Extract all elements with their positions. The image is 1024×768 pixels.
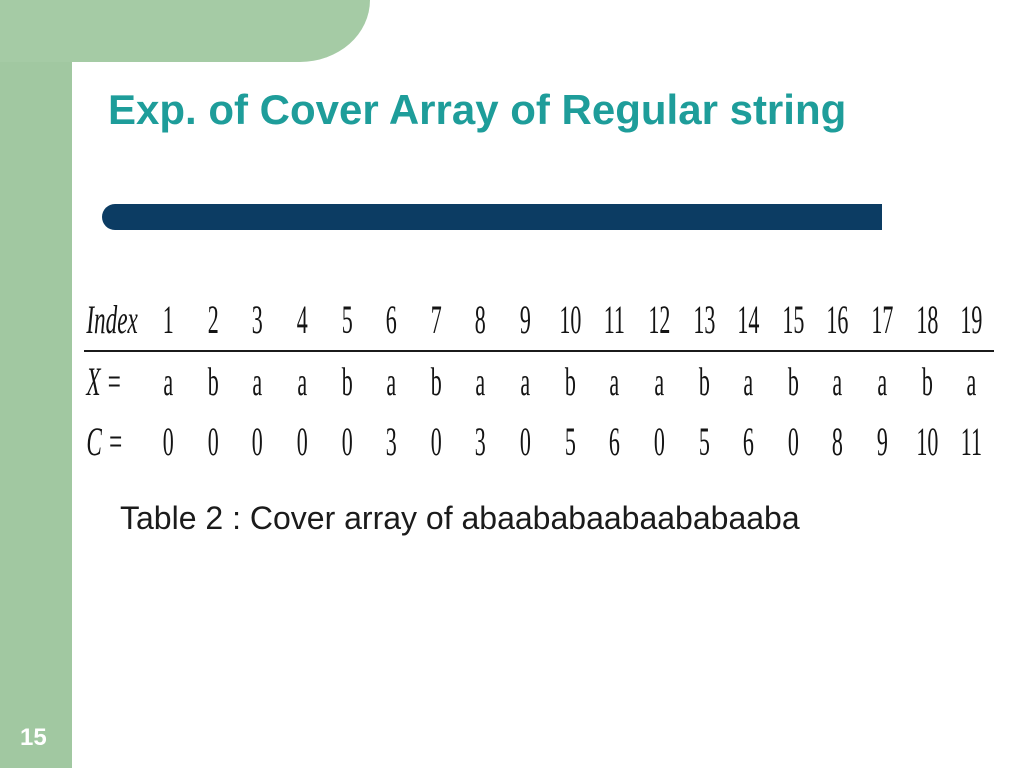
index-cell: 13 — [692, 290, 717, 351]
index-cell: 4 — [290, 290, 315, 351]
x-cell: a — [647, 351, 672, 412]
c-cell: 6 — [736, 412, 761, 472]
table-row-index: Index 1 2 3 4 5 6 7 8 9 10 11 12 13 14 1… — [84, 290, 994, 351]
x-cell: a — [290, 351, 315, 412]
row-label-c: C = — [84, 412, 120, 472]
c-cell: 6 — [602, 412, 627, 472]
index-cell: 1 — [156, 290, 181, 351]
x-cell: a — [602, 351, 627, 412]
index-cell: 12 — [647, 290, 672, 351]
slide-title: Exp. of Cover Array of Regular string — [108, 86, 928, 134]
index-cell: 17 — [870, 290, 895, 351]
c-cell: 0 — [647, 412, 672, 472]
table-caption: Table 2 : Cover array of abaababaabaabab… — [120, 500, 980, 537]
index-cell: 16 — [825, 290, 850, 351]
index-cell: 7 — [424, 290, 449, 351]
cover-array-table: Index 1 2 3 4 5 6 7 8 9 10 11 12 13 14 1… — [84, 290, 994, 472]
x-cell: b — [915, 351, 940, 412]
c-cell: 3 — [379, 412, 404, 472]
x-cell: b — [335, 351, 360, 412]
x-cell: b — [692, 351, 717, 412]
c-cell: 0 — [513, 412, 538, 472]
table-row-c: C = 0 0 0 0 0 3 0 3 0 5 6 0 5 6 0 8 9 10… — [84, 412, 994, 472]
row-label-index: Index — [84, 290, 120, 351]
x-cell: a — [736, 351, 761, 412]
cover-array-table-wrap: Index 1 2 3 4 5 6 7 8 9 10 11 12 13 14 1… — [84, 290, 994, 472]
x-cell: a — [156, 351, 181, 412]
c-cell: 0 — [290, 412, 315, 472]
c-cell: 3 — [468, 412, 493, 472]
sidebar-vertical-bar — [0, 0, 72, 768]
c-cell: 8 — [825, 412, 850, 472]
sidebar-decoration — [0, 0, 72, 768]
c-cell: 5 — [558, 412, 583, 472]
c-cell: 0 — [335, 412, 360, 472]
c-cell: 0 — [424, 412, 449, 472]
index-cell: 2 — [201, 290, 226, 351]
x-cell: a — [468, 351, 493, 412]
x-cell: a — [825, 351, 850, 412]
x-cell: a — [513, 351, 538, 412]
sidebar-top-curve — [0, 0, 370, 62]
index-cell: 10 — [558, 290, 583, 351]
page-number: 15 — [20, 724, 47, 752]
index-cell: 6 — [379, 290, 404, 351]
x-cell: b — [781, 351, 806, 412]
index-cell: 14 — [736, 290, 761, 351]
c-cell: 0 — [156, 412, 181, 472]
x-cell: b — [201, 351, 226, 412]
index-cell: 19 — [959, 290, 984, 351]
row-label-x: X = — [84, 351, 120, 412]
c-cell: 9 — [870, 412, 895, 472]
x-cell: a — [870, 351, 895, 412]
slide: Exp. of Cover Array of Regular string In… — [0, 0, 1024, 768]
index-cell: 3 — [245, 290, 270, 351]
index-cell: 18 — [915, 290, 940, 351]
title-underline-bar — [102, 204, 882, 230]
x-cell: b — [558, 351, 583, 412]
index-cell: 11 — [602, 290, 627, 351]
c-cell: 0 — [781, 412, 806, 472]
index-cell: 9 — [513, 290, 538, 351]
x-cell: a — [959, 351, 984, 412]
c-cell: 0 — [201, 412, 226, 472]
c-cell: 10 — [915, 412, 940, 472]
index-cell: 15 — [781, 290, 806, 351]
c-cell: 0 — [245, 412, 270, 472]
c-cell: 5 — [692, 412, 717, 472]
x-cell: b — [424, 351, 449, 412]
index-cell: 8 — [468, 290, 493, 351]
title-underline-body — [115, 204, 882, 230]
x-cell: a — [379, 351, 404, 412]
x-cell: a — [245, 351, 270, 412]
c-cell: 11 — [959, 412, 984, 472]
index-cell: 5 — [335, 290, 360, 351]
table-row-x: X = a b a a b a b a a b a a b a b a a b … — [84, 351, 994, 412]
